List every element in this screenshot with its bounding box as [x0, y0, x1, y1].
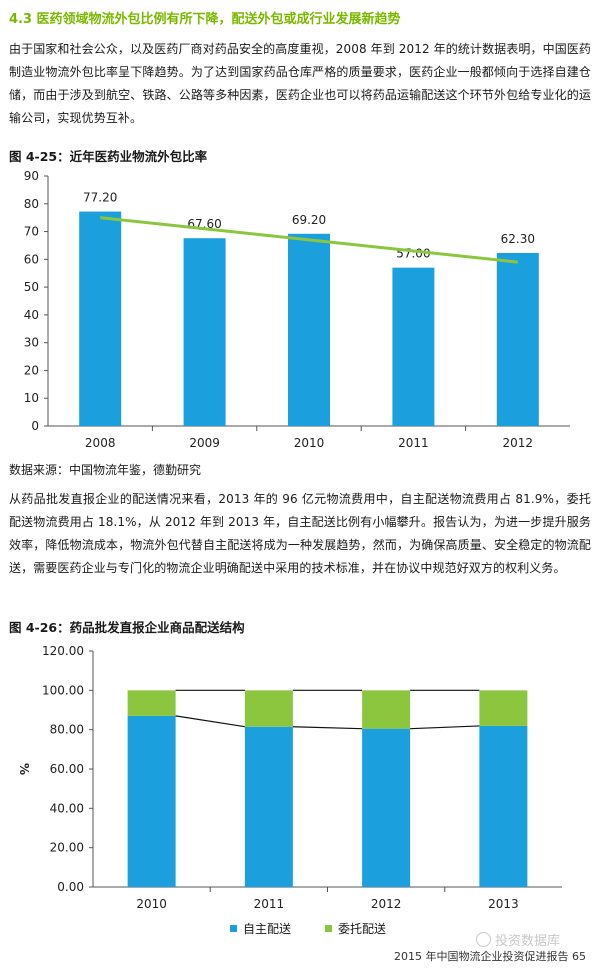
x-tick-label: 2013: [488, 897, 519, 911]
y-tick-label: 30: [24, 336, 39, 350]
y-tick-label: 80.00: [50, 723, 84, 737]
figure-4-26-title: 图 4-26：药品批发直报企业商品配送结构: [9, 620, 245, 635]
bar-segment-outsourced: [244, 690, 293, 727]
x-tick-label: 2012: [503, 436, 534, 450]
data-label: 69.20: [292, 213, 326, 227]
y-tick-label: 120.00: [42, 644, 84, 658]
y-tick-label: 100.00: [42, 683, 84, 697]
outsourcing-ratio-chart: 010203040506070809077.20200867.60200969.…: [24, 169, 570, 450]
legend-label: 自主配送: [243, 922, 292, 936]
y-tick-label: 70: [24, 225, 39, 239]
chart-legend: 自主配送 委托配送: [230, 920, 414, 937]
series-line-self: [410, 725, 480, 730]
figure-4-25-title: 图 4-25：近年医药业物流外包比率: [9, 149, 208, 164]
series-line-self: [175, 715, 245, 728]
legend-swatch: [325, 925, 333, 932]
y-tick-label: 0.00: [57, 880, 84, 894]
bar-segment-self: [244, 726, 293, 887]
y-tick-label: 60: [24, 252, 39, 266]
bar-segment-self: [479, 725, 528, 887]
bar: [183, 238, 226, 426]
y-tick-label: 90: [24, 169, 39, 183]
bar-segment-self: [362, 728, 411, 887]
legend-swatch: [230, 925, 237, 932]
x-tick-label: 2011: [254, 897, 285, 911]
page-footer: 2015 年中国物流企业投资促进报告 65: [394, 950, 586, 963]
y-tick-label: 20.00: [50, 841, 84, 855]
section-title: 4.3 医药领域物流外包比例有所下降，配送外包或成行业发展新趋势: [9, 12, 401, 27]
watermark-text: 投资数据库: [495, 934, 561, 949]
legend-item-outsourced: 委托配送: [325, 920, 386, 937]
y-tick-label: 60.00: [50, 762, 84, 776]
x-tick-label: 2010: [294, 436, 325, 450]
bar: [79, 211, 122, 426]
y-tick-label: 10: [24, 391, 39, 405]
y-tick-label: 0: [31, 419, 39, 433]
bar-segment-outsourced: [127, 690, 176, 716]
x-tick-label: 2008: [85, 436, 116, 450]
bar-segment-outsourced: [362, 690, 411, 729]
distribution-paragraph: 从药品批发直报企业的配送情况来看，2013 年的 96 亿元物流费用中，自主配送…: [9, 492, 591, 575]
bar: [392, 267, 435, 426]
y-axis-label: %: [17, 763, 31, 775]
watermark-icon: [476, 932, 491, 947]
y-tick-label: 40: [24, 308, 39, 322]
data-label: 77.20: [83, 191, 117, 205]
x-tick-label: 2012: [371, 897, 402, 911]
x-tick-label: 2011: [398, 436, 429, 450]
bar-segment-outsourced: [479, 690, 528, 726]
intro-paragraph: 由于国家和社会公众，以及医药厂商对药品安全的高度重视，2008 年到 2012 …: [9, 42, 591, 125]
bar: [288, 233, 330, 426]
distribution-structure-chart: 0.00 20.00 40.00 60.00 80.00 100.00 120.00% 201…: [17, 644, 562, 911]
y-tick-label: 80: [24, 197, 39, 211]
data-source: 数据来源：中国物流年鉴，德勤研究: [9, 463, 202, 477]
trend-line: [100, 216, 518, 264]
x-tick-label: 2009: [189, 436, 220, 450]
data-label: 62.30: [501, 232, 535, 246]
series-line-self: [292, 726, 363, 730]
x-tick-label: 2010: [136, 897, 167, 911]
y-tick-label: 40.00: [50, 801, 84, 815]
bar-segment-self: [127, 715, 176, 887]
y-tick-label: 50: [24, 280, 39, 294]
bar: [496, 252, 539, 426]
legend-label: 委托配送: [338, 922, 387, 936]
y-tick-label: 20: [24, 363, 39, 377]
legend-item-self: 自主配送: [230, 920, 291, 937]
watermark: 投资数据库: [476, 930, 560, 949]
